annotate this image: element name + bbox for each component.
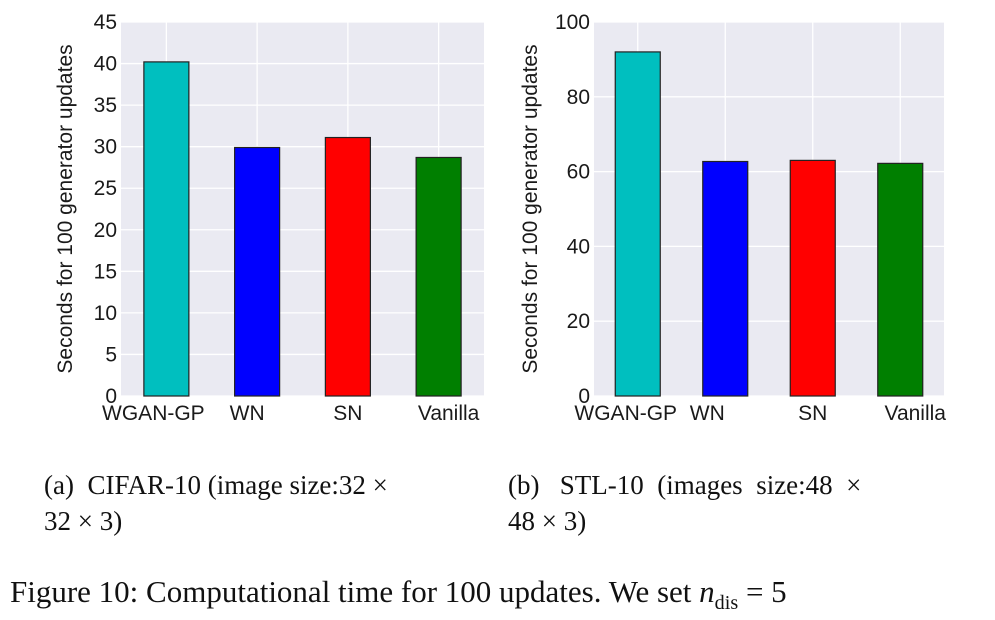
y-tick-label: 35 bbox=[94, 94, 117, 117]
bar-sn bbox=[789, 159, 836, 397]
y-tick-label: 80 bbox=[567, 86, 590, 109]
chart-cifar10: 0 5 10 15 20 25 30 35 40 45 WGAN-GP WN SN Vanilla Seco… bbox=[54, 11, 484, 425]
math-equals-five: = 5 bbox=[738, 574, 787, 609]
y-tick-label: 30 bbox=[94, 136, 117, 159]
figure-caption: Figure 10: Computational time for 100 up… bbox=[10, 574, 787, 615]
x-tick-label: WN bbox=[690, 402, 725, 425]
y-tick-label: 25 bbox=[94, 177, 117, 200]
x-tick-label: WGAN-GP bbox=[102, 402, 205, 425]
bar-wgan-gp bbox=[143, 61, 190, 397]
bar-sn bbox=[324, 136, 371, 397]
caption-b: (b) STL-10 (images size:48 × 48 × 3) bbox=[508, 467, 978, 539]
bar-vanilla bbox=[877, 162, 924, 397]
y-tick-label: 0 bbox=[105, 385, 117, 408]
y-tick-label: 10 bbox=[94, 302, 117, 325]
y-tick-label: 60 bbox=[567, 161, 590, 184]
y-tick-label: 15 bbox=[94, 260, 117, 283]
x-tick-label: Vanilla bbox=[418, 402, 480, 425]
bar-wn bbox=[234, 146, 281, 397]
math-sub-dis: dis bbox=[714, 592, 739, 615]
caption-a-line1: (a) CIFAR-10 (image size:32 × bbox=[44, 470, 388, 500]
bar-wn bbox=[702, 160, 749, 397]
figure-caption-text: Figure 10: Computational time for 100 up… bbox=[10, 574, 700, 609]
x-tick-label: SN bbox=[333, 402, 362, 425]
x-tick-label: Vanilla bbox=[885, 402, 947, 425]
bar-wgan-gp bbox=[614, 51, 661, 397]
y-tick-label: 0 bbox=[578, 385, 590, 408]
y-tick-label: 40 bbox=[567, 235, 590, 258]
y-tick-label: 5 bbox=[105, 343, 117, 366]
y-tick-label: 20 bbox=[567, 310, 590, 333]
y-axis-label: Seconds for 100 generator updates bbox=[519, 44, 542, 373]
y-tick-label: 40 bbox=[94, 53, 117, 76]
caption-a: (a) CIFAR-10 (image size:32 × 32 × 3) bbox=[44, 467, 504, 539]
x-tick-label: SN bbox=[798, 402, 827, 425]
bar-vanilla bbox=[415, 156, 462, 397]
x-tick-label: WN bbox=[230, 402, 265, 425]
math-n: n bbox=[699, 574, 715, 609]
caption-a-line2: 32 × 3) bbox=[44, 506, 123, 536]
y-tick-label: 100 bbox=[555, 11, 590, 34]
y-tick-label: 20 bbox=[94, 219, 117, 242]
caption-b-line2: 48 × 3) bbox=[508, 506, 587, 536]
x-tick-label: WGAN-GP bbox=[574, 402, 677, 425]
caption-b-line1: (b) STL-10 (images size:48 × bbox=[508, 470, 862, 500]
y-tick-label: 45 bbox=[94, 11, 117, 34]
y-axis-label: Seconds for 100 generator updates bbox=[54, 44, 77, 373]
chart-stl10: 0 20 40 60 80 100 WGAN-GP WN SN Vanilla Seconds fo… bbox=[519, 11, 946, 425]
